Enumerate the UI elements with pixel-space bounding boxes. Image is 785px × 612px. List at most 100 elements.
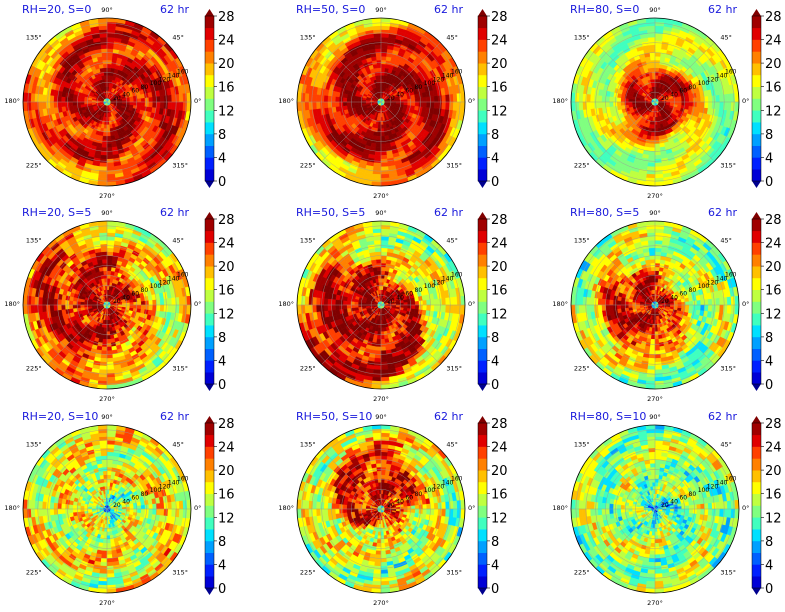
field-cell: [403, 101, 408, 106]
field-cell: [102, 135, 108, 141]
radial-tick-label: 80: [141, 84, 149, 91]
field-cell: [707, 101, 713, 109]
field-cell: [315, 101, 321, 110]
field-cell: [106, 338, 112, 344]
colorbar-tick-label: 12: [491, 104, 508, 119]
field-cell: [49, 298, 55, 306]
field-cell: [654, 44, 662, 50]
colorbar-tick-label: 28: [491, 10, 508, 25]
field-cell: [106, 59, 112, 65]
field-cell: [171, 304, 176, 313]
field-cell: [106, 262, 112, 268]
field-cell: [380, 75, 385, 80]
field-cell: [137, 97, 142, 103]
field-cell: [106, 177, 117, 183]
angle-tick-label: 0°: [194, 97, 201, 105]
field-cell: [430, 95, 435, 103]
field-cell: [395, 101, 401, 105]
field-cell: [354, 98, 359, 103]
field-cell: [646, 25, 656, 31]
field-cell: [704, 95, 709, 103]
field-cell: [371, 177, 382, 183]
field-cell: [418, 97, 424, 103]
field-cell: [137, 300, 142, 306]
field-cell: [635, 99, 641, 103]
field-cell: [688, 101, 694, 107]
field-cell: [105, 113, 108, 118]
field-cell: [106, 71, 111, 76]
field-cell: [133, 304, 138, 309]
colorbar-segment: [752, 51, 761, 64]
colorbar-tick-label: 12: [218, 104, 235, 119]
field-cell: [106, 173, 116, 179]
colorbar-segment: [752, 133, 761, 146]
field-cell: [650, 135, 656, 141]
angle-tick-label: 315°: [720, 161, 736, 169]
field-cell: [704, 101, 709, 109]
colorbar-segment: [478, 86, 487, 99]
colorbar-tick-label: 4: [218, 151, 226, 166]
colorbar-tick-label: 28: [765, 10, 782, 25]
field-cell: [342, 101, 348, 107]
field-cell: [156, 304, 161, 312]
field-cell: [30, 101, 36, 111]
angle-tick-label: 270°: [99, 192, 115, 200]
field-cell: [726, 101, 732, 111]
field-cell: [99, 239, 108, 245]
field-cell: [380, 63, 386, 69]
field-cell: [104, 319, 108, 325]
field-cell: [97, 21, 108, 27]
field-cell: [60, 304, 66, 311]
radial-tick-label: 60: [131, 88, 139, 95]
field-cell: [654, 25, 664, 31]
field-cell: [106, 44, 114, 50]
field-cell: [574, 101, 580, 112]
field-cell: [380, 173, 390, 179]
field-cell: [342, 97, 348, 103]
field-cell: [103, 128, 108, 133]
field-cell: [72, 101, 77, 107]
field-cell: [100, 247, 108, 253]
field-cell: [380, 71, 385, 76]
field-cell: [53, 304, 58, 312]
colorbar-segment: [205, 169, 214, 182]
colorbar-segment: [478, 27, 487, 40]
field-cell: [380, 55, 387, 61]
field-cell: [380, 162, 389, 168]
field-cell: [578, 101, 584, 111]
colorbar-segment: [205, 39, 214, 52]
field-cell: [68, 101, 74, 107]
colorbar-segment: [752, 16, 761, 29]
panel-time-label: 62 hr: [434, 3, 463, 16]
field-cell: [304, 93, 310, 103]
field-cell: [106, 86, 109, 91]
colorbar-segment: [752, 63, 761, 76]
field-cell: [574, 92, 580, 103]
field-cell: [612, 97, 618, 103]
colorbar-segment: [205, 145, 214, 158]
field-cell: [452, 93, 458, 103]
field-cell: [654, 36, 663, 42]
colorbar-segment: [752, 39, 761, 52]
colorbar-segment: [205, 16, 214, 29]
field-cell: [41, 101, 47, 110]
radial-tick-label: 20: [387, 95, 395, 102]
field-cell: [380, 143, 387, 149]
field-cell: [418, 101, 424, 107]
field-cell: [654, 162, 663, 168]
field-cell: [106, 36, 115, 42]
field-cell: [380, 154, 388, 160]
colorbar-segment: [752, 122, 761, 135]
field-cell: [376, 139, 382, 145]
field-cell: [106, 166, 115, 171]
field-cell: [178, 101, 184, 111]
field-cell: [106, 251, 114, 256]
colorbar-tick-label: 4: [491, 151, 499, 166]
field-cell: [376, 132, 382, 137]
field-cell: [167, 94, 173, 103]
field-cell: [411, 101, 416, 107]
field-cell: [80, 98, 85, 103]
field-cell: [654, 154, 662, 160]
field-cell: [102, 335, 108, 340]
field-cell: [26, 101, 32, 112]
